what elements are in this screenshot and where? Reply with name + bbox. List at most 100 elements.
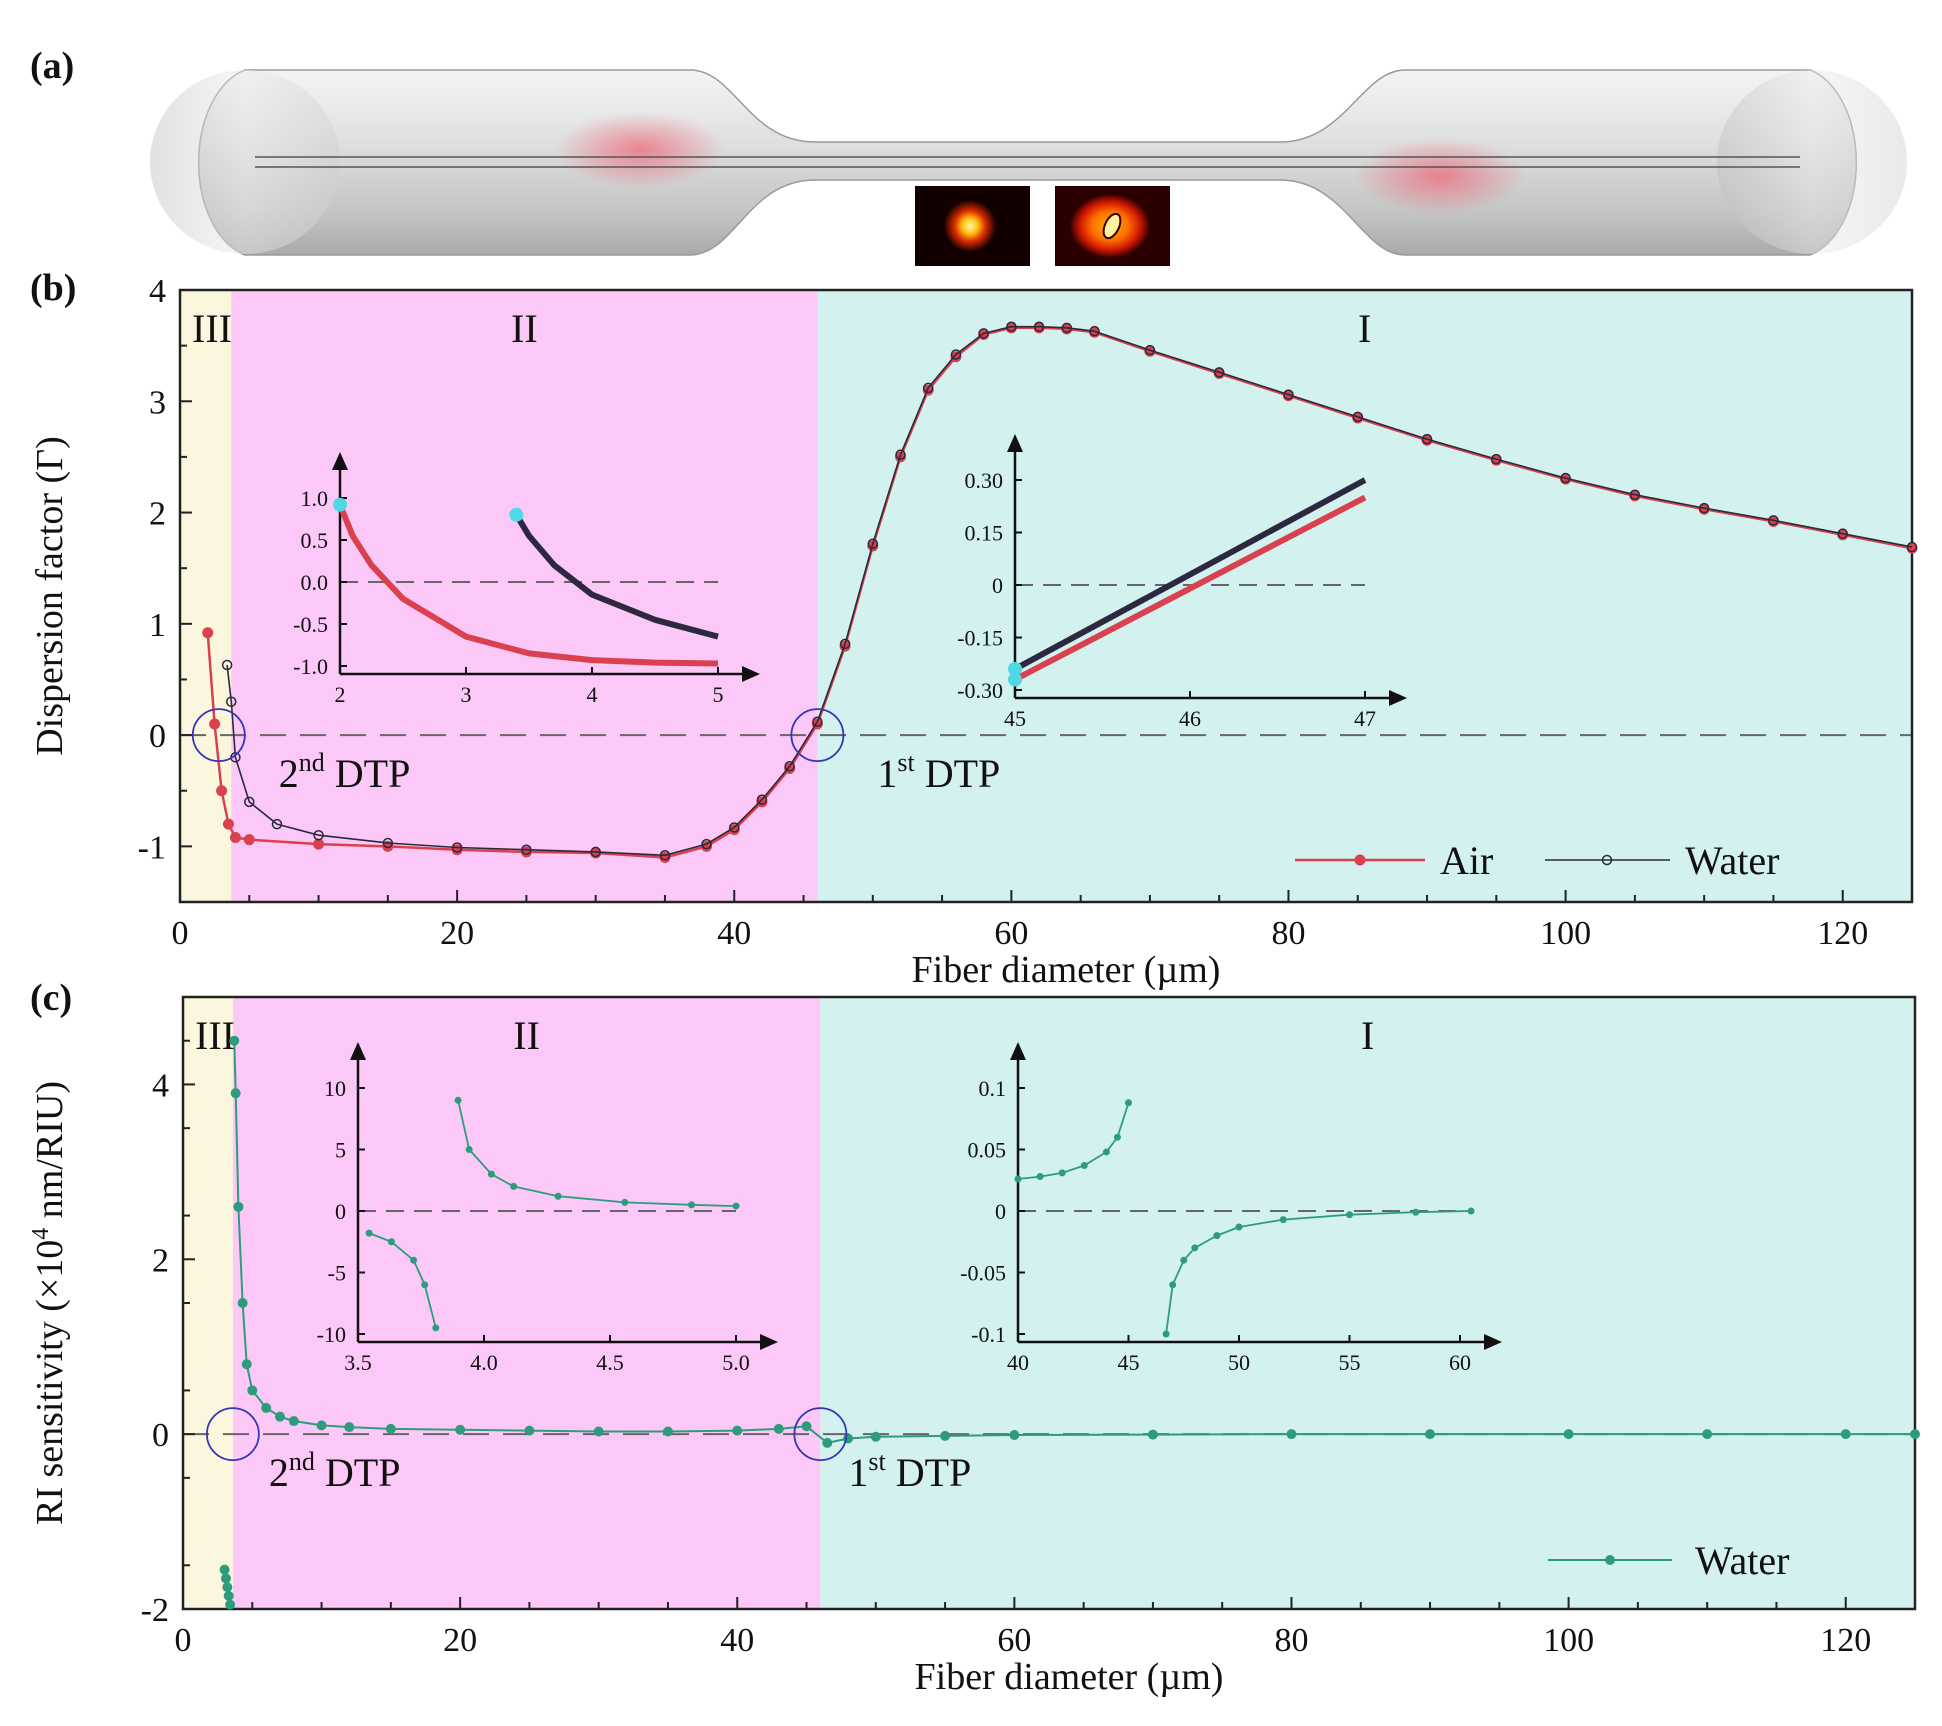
inset-x-axis-arrow [1484, 1334, 1502, 1350]
data-point [756, 794, 768, 805]
inset-x-axis-arrow [1389, 690, 1407, 706]
inset-data-point [1113, 1133, 1121, 1141]
dtp-marker-circle [205, 1407, 260, 1462]
inset-data-point [1125, 1099, 1132, 1107]
data-point [344, 1422, 355, 1433]
inset-data-point [1412, 1208, 1420, 1216]
data-point [220, 1573, 231, 1584]
dtp-label-text: DTP [325, 751, 411, 796]
x-tick-label: 20 [443, 1622, 477, 1659]
panel-label-b: (b) [30, 267, 76, 309]
data-point [1144, 344, 1156, 356]
data-point [1061, 322, 1073, 334]
data-point [784, 760, 795, 772]
inset-x-tick-label: 45 [1118, 1350, 1140, 1375]
region-I [817, 290, 1912, 902]
data-point [812, 716, 823, 727]
data-point [1147, 1429, 1158, 1440]
data-point [593, 1426, 604, 1437]
inset-y-tick-label: 0.15 [965, 521, 1004, 546]
data-point [221, 659, 233, 671]
data-point [1906, 541, 1918, 553]
data-point [590, 846, 601, 858]
data-point [521, 844, 532, 855]
inset-y-axis-arrow [350, 1042, 366, 1060]
data-point [728, 824, 740, 836]
inset-data-point [1180, 1256, 1188, 1264]
data-point [1089, 325, 1100, 337]
data-point [773, 1423, 784, 1434]
dtp-label: 2nd DTP [269, 1447, 401, 1495]
data-point [385, 1423, 396, 1434]
inset-x-tick-label: 4.0 [470, 1350, 498, 1375]
y-axis-title: Dispersion factor (Γ) [29, 436, 71, 756]
data-point [274, 1411, 285, 1422]
data-point [209, 718, 221, 730]
inset-y-tick-label: 0 [995, 1199, 1006, 1224]
data-point [241, 1359, 252, 1370]
inset-x-tick-label: 3 [461, 682, 472, 707]
data-point [1009, 1430, 1020, 1441]
inset-series-line-air [337, 503, 719, 667]
inset-data-point [387, 1238, 395, 1246]
inset-data-point [1235, 1223, 1243, 1231]
inset-x-tick-label: 4 [587, 682, 598, 707]
dtp-label-number: 2 [279, 751, 299, 796]
y-tick-label: -1 [138, 829, 166, 866]
fiber-right-cap [1717, 70, 1907, 254]
x-tick-label: 80 [1274, 1622, 1308, 1659]
data-point [237, 1298, 248, 1308]
region-label-III: III [195, 1013, 235, 1058]
region-label-II: II [511, 306, 538, 351]
inset-data-point [554, 1192, 562, 1200]
data-point [1698, 502, 1710, 514]
x-tick-label: 100 [1543, 1622, 1594, 1659]
x-tick-label: 100 [1540, 915, 1591, 952]
data-point [216, 785, 228, 797]
inset-y-tick-label: -0.15 [957, 626, 1003, 651]
data-point [202, 627, 214, 639]
data-point [950, 351, 962, 363]
inset-y-axis-arrow [1010, 1042, 1026, 1060]
inset-data-point [1346, 1211, 1353, 1219]
inset-data-point [465, 1146, 473, 1153]
data-point [822, 1437, 833, 1448]
data-point [1213, 367, 1225, 378]
data-point [223, 1590, 234, 1601]
inset-data-point [621, 1198, 629, 1206]
inset-x-axis-arrow [742, 666, 760, 682]
inset-data-point [1162, 1330, 1170, 1338]
inset-y-tick-label: -1.0 [293, 654, 328, 679]
inset-data-point [1467, 1207, 1475, 1215]
inset-data-point [410, 1256, 418, 1264]
data-point [222, 1582, 233, 1593]
data-point [756, 796, 768, 808]
inset-endpoint-marker [509, 507, 524, 522]
data-point [271, 818, 283, 830]
inset-y-tick-label: 5 [335, 1138, 346, 1163]
dtp-label-number: 2 [269, 1450, 289, 1495]
data-point [233, 1201, 244, 1212]
data-point [455, 1424, 466, 1435]
x-tick-label: 120 [1820, 1622, 1871, 1659]
dtp-label-text: DTP [915, 751, 1001, 796]
data-point [1421, 433, 1433, 445]
data-point [226, 696, 237, 707]
x-tick-label: 20 [440, 915, 474, 952]
data-point [1837, 528, 1848, 539]
inset-y-tick-label: 10 [324, 1076, 346, 1101]
data-point [895, 449, 906, 460]
inset-endpoint-marker [333, 497, 347, 512]
dtp-marker-circle [790, 708, 845, 762]
data-point [1563, 1429, 1574, 1440]
inset-x-tick-label: 2 [335, 682, 346, 707]
dtp-label-ordinal: st [868, 1447, 886, 1476]
data-point [451, 842, 463, 853]
inset-x-tick-label: 55 [1339, 1350, 1361, 1375]
y-tick-label: 3 [149, 384, 166, 421]
data-point [261, 1402, 272, 1413]
dtp-label-ordinal: nd [289, 1447, 315, 1476]
inset-y-tick-label: -5 [328, 1261, 346, 1286]
data-point [316, 1420, 327, 1431]
